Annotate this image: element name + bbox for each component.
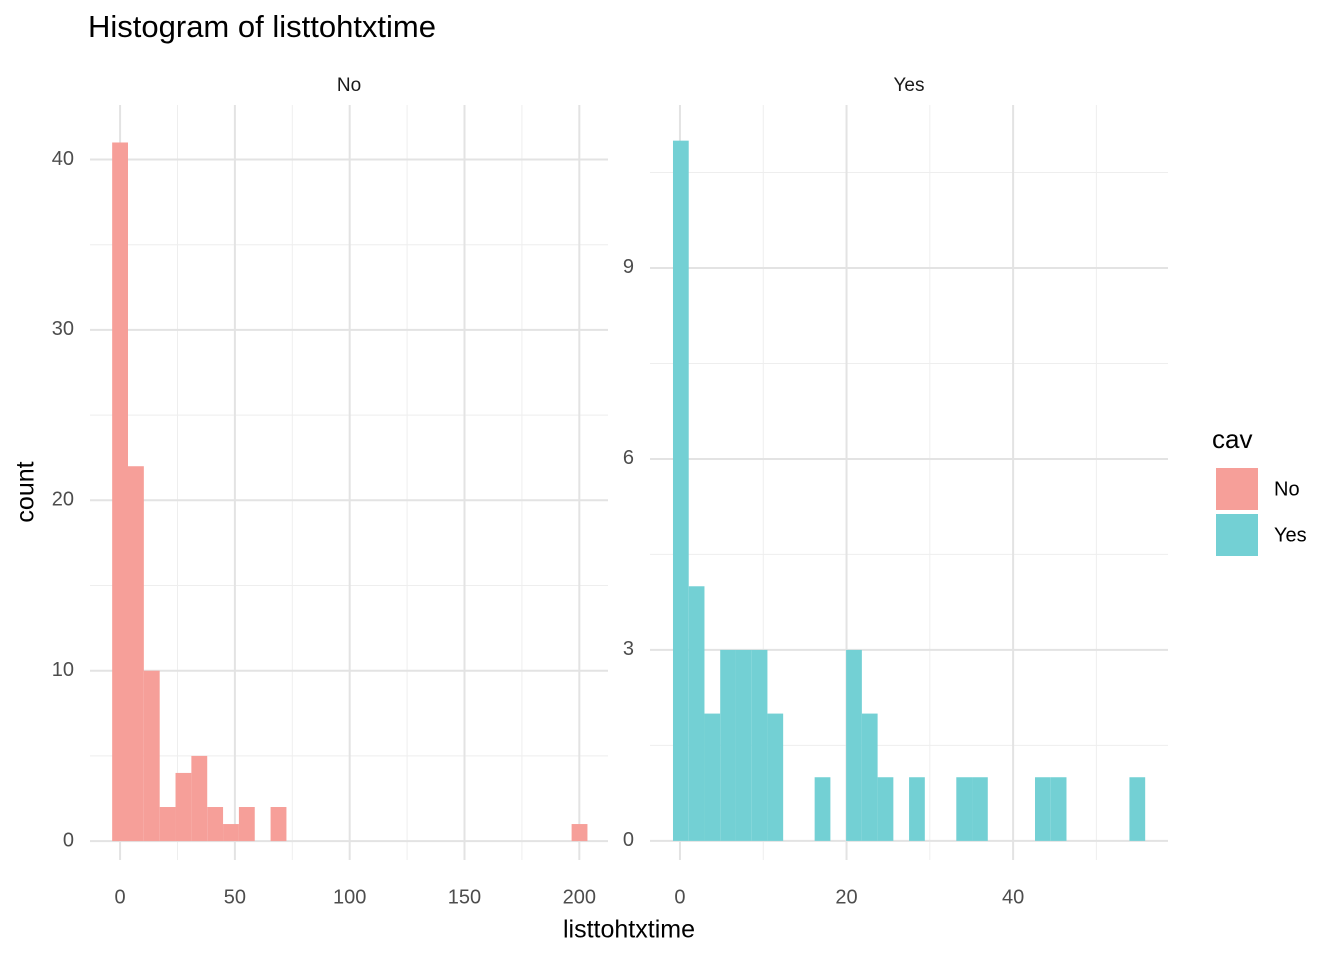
facet-label: Yes <box>894 75 925 96</box>
legend-key <box>1216 514 1258 556</box>
histogram-bar <box>956 777 973 841</box>
x-tick-label: 150 <box>448 886 481 908</box>
legend-label: No <box>1274 478 1300 500</box>
histogram-bar <box>223 824 239 842</box>
legend-key <box>1216 468 1258 510</box>
y-tick-label: 6 <box>623 447 634 469</box>
histogram-bar <box>751 649 768 841</box>
y-tick-label: 30 <box>52 318 74 340</box>
histogram-bar <box>877 777 894 841</box>
histogram-bar <box>571 824 588 842</box>
facet-label: No <box>337 75 361 96</box>
legend-label: Yes <box>1274 524 1307 546</box>
histogram-bar <box>972 777 988 841</box>
histogram-bar <box>704 713 721 841</box>
x-tick-label: 0 <box>115 886 126 908</box>
histogram-bar <box>861 713 878 841</box>
y-tick-label: 3 <box>623 638 634 660</box>
x-tick-label: 20 <box>835 886 857 908</box>
histogram-bar <box>735 649 752 841</box>
histogram-bar <box>909 777 925 841</box>
x-tick-label: 100 <box>333 886 366 908</box>
x-axis-label: listtohtxtime <box>563 916 695 944</box>
x-tick-label: 0 <box>674 886 685 908</box>
x-tick-label: 50 <box>224 886 246 908</box>
y-tick-label: 0 <box>623 829 634 851</box>
y-tick-label: 10 <box>52 659 74 681</box>
histogram-bar <box>688 586 705 841</box>
histogram-bar <box>128 466 144 842</box>
histogram-bar <box>672 140 689 841</box>
histogram-bar <box>112 142 129 842</box>
y-tick-label: 9 <box>623 256 634 278</box>
histogram-bar <box>1035 777 1051 841</box>
chart-title: Histogram of listtohtxtime <box>88 9 436 44</box>
y-tick-label: 20 <box>52 489 74 511</box>
histogram-bar <box>175 772 192 842</box>
histogram-bar <box>143 670 160 842</box>
histogram-bar <box>1129 777 1146 841</box>
histogram-bar <box>767 713 784 841</box>
histogram-bar <box>1050 777 1067 841</box>
legend-title: cav <box>1212 424 1252 454</box>
histogram-bar <box>720 649 736 841</box>
histogram-bar <box>191 755 208 842</box>
histogram-bar <box>207 807 224 842</box>
histogram-bar <box>238 807 255 842</box>
histogram-bar <box>846 649 862 841</box>
histogram-bar <box>270 807 287 842</box>
x-tick-label: 200 <box>563 886 596 908</box>
y-axis-label: count <box>12 461 40 522</box>
y-tick-label: 0 <box>63 829 74 851</box>
y-tick-label: 40 <box>52 148 74 170</box>
histogram-bar <box>814 777 831 841</box>
x-tick-label: 40 <box>1002 886 1024 908</box>
histogram-bar <box>159 807 176 842</box>
